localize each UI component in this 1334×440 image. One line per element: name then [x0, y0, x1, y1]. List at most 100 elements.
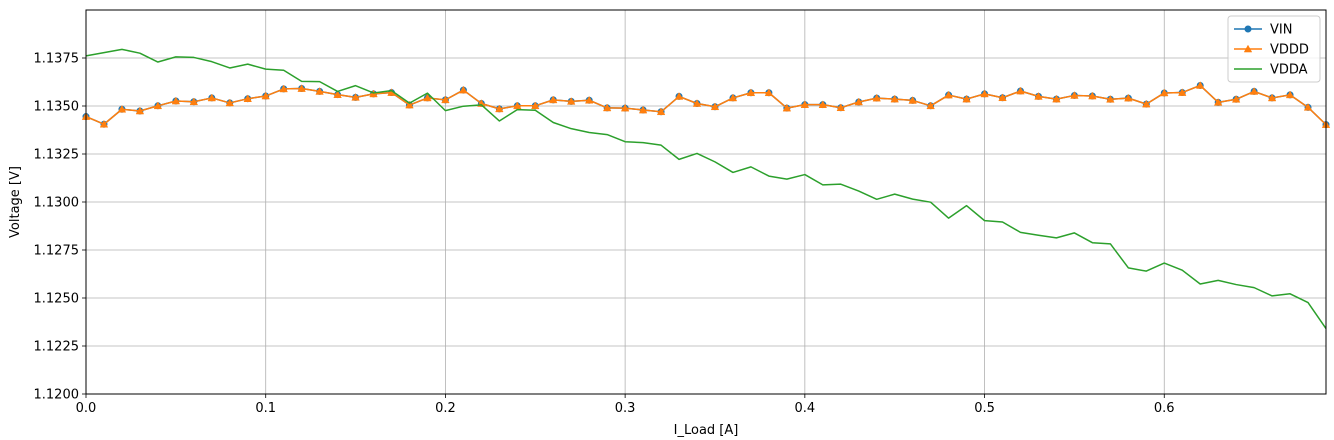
grid — [85, 10, 1326, 395]
data-point-vddd — [279, 84, 288, 93]
data-point-vddd — [746, 88, 756, 97]
data-point-vddd — [1285, 90, 1295, 99]
y-tick-label: 1.1225 — [34, 340, 80, 355]
y-axis-label: Voltage [V] — [8, 166, 23, 238]
x-tick-label: 0.3 — [615, 401, 636, 416]
data-point-vddd — [656, 107, 666, 116]
legend-entry-vdda: VDDA — [1234, 63, 1308, 78]
x-axis-label: I_Load [A] — [674, 423, 739, 438]
data-point-vddd — [1249, 87, 1259, 95]
data-point-vddd — [423, 93, 432, 102]
legend-label: VDDD — [1270, 43, 1309, 58]
data-point-vddd — [531, 101, 540, 110]
data-point-vddd — [405, 100, 414, 109]
data-point-vddd — [297, 84, 306, 92]
data-point-vddd — [980, 89, 989, 98]
data-point-vddd — [1160, 88, 1169, 97]
data-point-vddd — [836, 103, 846, 112]
data-point-vddd — [926, 101, 935, 110]
data-point-vddd — [692, 99, 702, 107]
legend-marker — [1243, 44, 1253, 53]
y-tick-label: 1.1250 — [34, 292, 80, 307]
data-point-vddd — [135, 106, 145, 115]
data-point-vddd — [1034, 92, 1043, 100]
data-point-vddd — [818, 100, 828, 108]
data-point-vddd — [800, 100, 810, 108]
x-tick-label: 0.1 — [255, 401, 276, 416]
series-lines — [81, 48, 1331, 329]
data-point-vddd — [1052, 94, 1061, 103]
data-point-vddd — [674, 92, 684, 100]
data-point-vddd — [1070, 91, 1079, 99]
data-point-vddd — [872, 93, 881, 102]
data-point-vddd — [782, 103, 792, 112]
legend-marker — [1244, 25, 1252, 33]
data-point-vddd — [1178, 88, 1187, 96]
legend-box — [1227, 15, 1321, 83]
y-tick-label: 1.1375 — [34, 52, 80, 67]
series-line-vdda — [85, 48, 1327, 329]
legend-entry-vddd: VDDD — [1234, 43, 1309, 58]
x-tick-label: 0.2 — [435, 401, 456, 416]
data-point-vddd — [1195, 81, 1205, 89]
x-tick-label: 0.4 — [794, 401, 815, 416]
data-point-vddd — [243, 94, 252, 102]
data-point-vddd — [513, 101, 522, 110]
data-point-vddd — [1088, 91, 1097, 100]
data-point-vddd — [459, 85, 468, 94]
x-tick-label: 0.5 — [974, 401, 995, 416]
data-point-vddd — [441, 95, 450, 104]
data-point-vddd — [710, 102, 720, 111]
legend-label: VIN — [1270, 23, 1292, 38]
data-point-vddd — [189, 97, 199, 106]
data-point-vddd — [1124, 93, 1133, 102]
y-tick-label: 1.1325 — [34, 148, 80, 163]
axis-ticks: 0.0 0.1 0.2 0.3 0.4 0.5 0.6 1.1200 1.1225 1.1250 1… — [34, 52, 1175, 417]
data-point-vddd — [908, 96, 917, 104]
y-tick-label: 1.1350 — [34, 100, 80, 115]
data-point-vddd — [549, 95, 558, 104]
data-point-vddd — [225, 98, 234, 107]
data-point-vddd — [854, 97, 863, 106]
series-vddd — [81, 81, 1331, 128]
data-point-vddd — [495, 104, 504, 113]
data-point-vddd — [890, 94, 899, 103]
series-vdda — [85, 48, 1327, 329]
data-point-vddd — [171, 96, 181, 105]
data-point-vddd — [962, 94, 971, 103]
legend: VIN VDDD VDDA — [1227, 15, 1321, 83]
y-tick-label: 1.1300 — [34, 196, 80, 211]
series-line-vddd — [85, 84, 1327, 126]
data-point-vddd — [153, 101, 163, 110]
y-tick-label: 1.1200 — [34, 388, 80, 403]
data-point-vddd — [998, 93, 1007, 102]
data-point-vddd — [638, 105, 648, 114]
data-point-vddd — [99, 119, 109, 128]
x-tick-label: 0.6 — [1154, 401, 1175, 416]
data-point-vddd — [1142, 99, 1151, 108]
data-point-vddd — [1231, 94, 1241, 103]
data-point-vddd — [620, 103, 630, 112]
data-point-vddd — [764, 88, 774, 97]
y-tick-label: 1.1275 — [34, 244, 80, 259]
data-point-vddd — [566, 97, 576, 105]
data-point-vddd — [1213, 98, 1223, 106]
legend-entry-vin: VIN — [1234, 23, 1292, 38]
data-point-vddd — [1267, 93, 1277, 102]
data-point-vddd — [117, 104, 127, 113]
data-point-vddd — [584, 95, 594, 104]
data-point-vddd — [728, 93, 738, 102]
data-point-vddd — [351, 93, 360, 101]
data-point-vddd — [261, 91, 270, 100]
data-point-vddd — [944, 90, 953, 99]
legend-label: VDDA — [1270, 63, 1308, 78]
data-point-vddd — [315, 87, 324, 95]
data-point-vddd — [333, 90, 342, 98]
x-tick-label: 0.0 — [76, 401, 97, 416]
data-point-vddd — [1303, 103, 1313, 111]
data-point-vddd — [207, 93, 217, 102]
data-point-vddd — [602, 103, 612, 112]
data-point-vddd — [1106, 94, 1115, 103]
data-point-vddd — [1016, 86, 1025, 95]
